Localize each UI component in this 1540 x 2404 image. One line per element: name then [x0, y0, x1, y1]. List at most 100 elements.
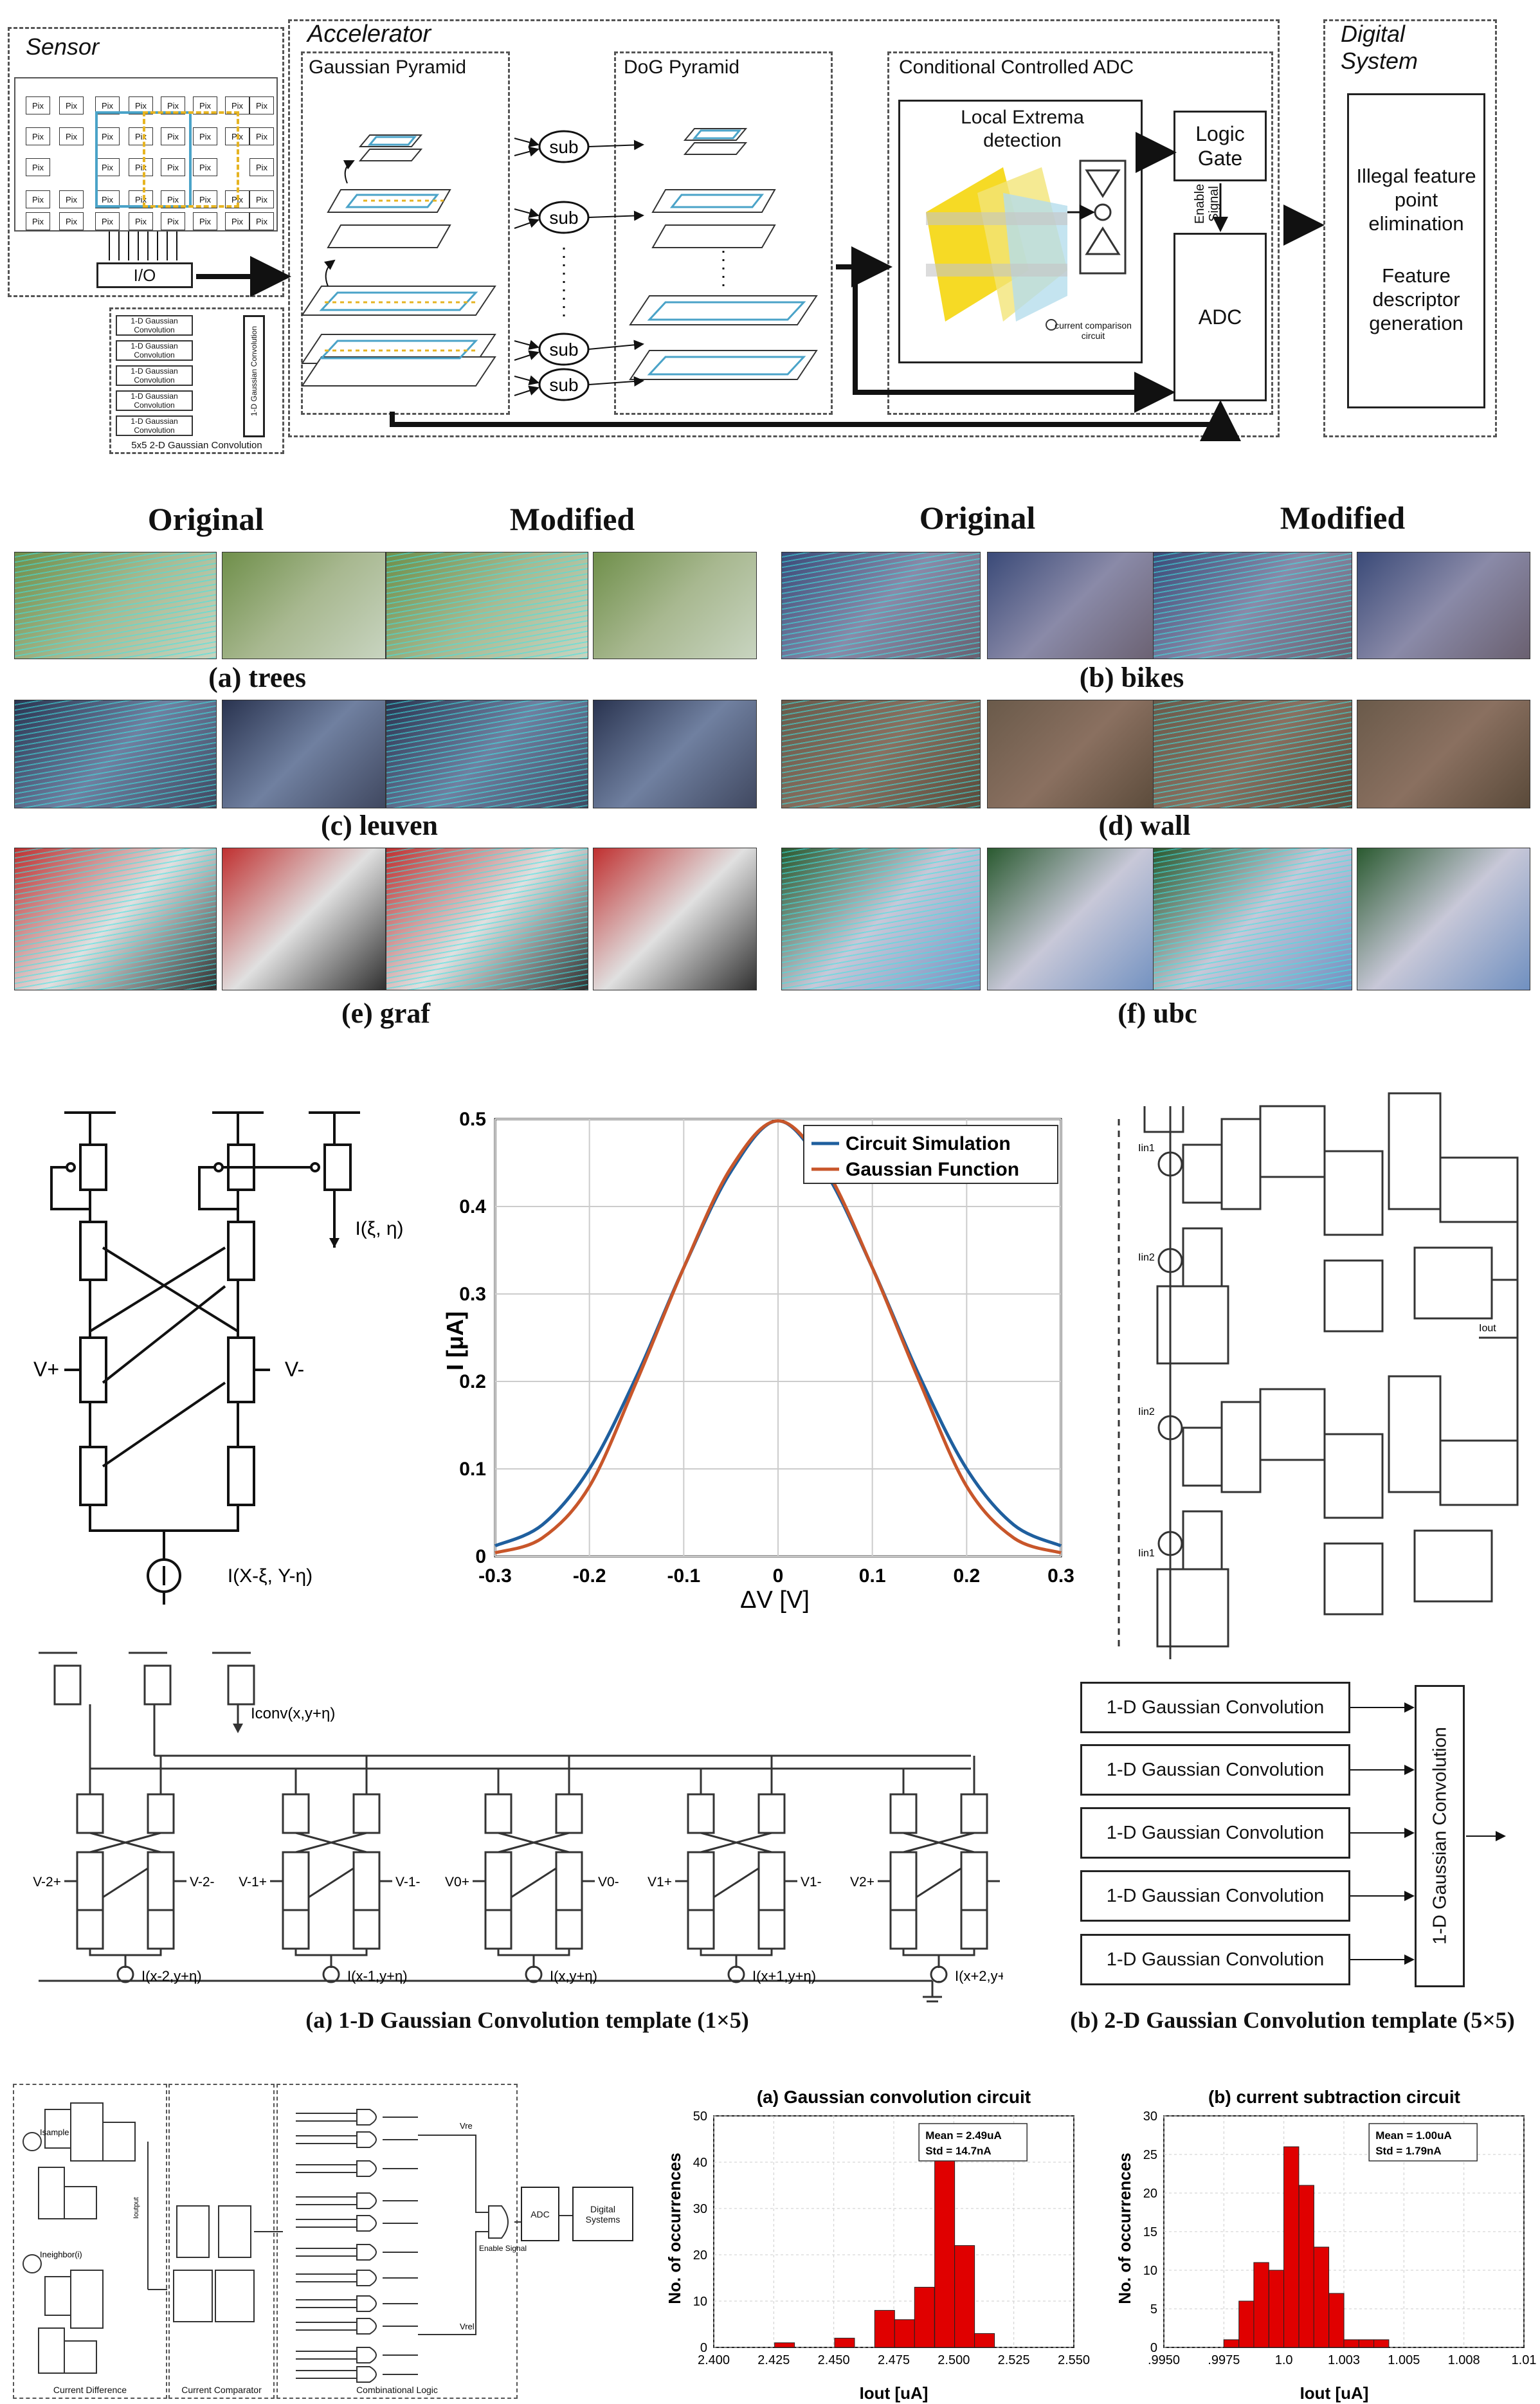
dataset-photo	[14, 552, 217, 659]
sensor-box	[8, 27, 284, 297]
template-2d-item-1: 1-D Gaussian Convolution	[1080, 1682, 1350, 1733]
sub-label-4: sub	[549, 375, 578, 395]
conv-2d-box	[109, 307, 284, 454]
hist-xtick: .9950	[1148, 2353, 1180, 2367]
hist-bar	[1223, 2339, 1240, 2348]
pix-cell: Pix	[26, 212, 50, 230]
hist-ytick: 50	[693, 2109, 707, 2124]
line-chart-xtick: -0.1	[667, 1565, 700, 1587]
line-chart-xtick: 0.1	[859, 1565, 886, 1587]
conv-cell	[270, 1756, 392, 1983]
hist-bar	[1283, 2146, 1300, 2348]
conv-v-label: V-1+	[239, 1875, 267, 1890]
match-lines-overlay	[386, 848, 588, 990]
pix-cell: Pix	[193, 212, 217, 230]
template-2d-item-4: 1-D Gaussian Convolution	[1080, 1870, 1350, 1922]
and-gate-icon	[356, 2295, 377, 2312]
pix-cell: Pix	[59, 96, 84, 114]
match-lines-overlay	[15, 700, 216, 808]
match-lines-overlay	[1154, 700, 1352, 808]
current-difference-label: Current Difference	[53, 2385, 127, 2395]
hist-bar	[774, 2342, 795, 2348]
histogram-gaussian-conv: (a) Gaussian convolution circuit No. of …	[665, 2087, 1090, 2403]
logic-gate-label: Logic Gate	[1195, 122, 1245, 170]
caption-bikes: (b) bikes	[1079, 662, 1184, 693]
hist-a-ylabel: No. of occurrences	[665, 2153, 684, 2304]
conv-cell	[64, 1756, 186, 1983]
gaussian-pyramid-label: Gaussian Pyramid	[309, 57, 467, 78]
hist-bar	[1298, 2185, 1314, 2348]
conv-i-label: I(x-2,y+η)	[141, 1968, 202, 1984]
line-chart-xtick: -0.2	[573, 1565, 606, 1587]
circuit2-iin1-top: Iin1	[1138, 1143, 1155, 1154]
dataset-photo	[1153, 700, 1352, 808]
hist-ytick: 25	[1143, 2148, 1157, 2162]
dataset-photo	[987, 700, 1161, 808]
hist-annotation-box	[1368, 2123, 1478, 2162]
hist-b-title: (b) current subtraction circuit	[1208, 2087, 1460, 2107]
template-2d-item-2: 1-D Gaussian Convolution	[1080, 1744, 1350, 1796]
bottom-isample: Isample	[40, 2127, 69, 2137]
hist-xtick: 2.525	[998, 2353, 1030, 2367]
and-gate-icon	[356, 2131, 377, 2148]
dataset-photo	[386, 552, 588, 659]
conv-v-label: V1+	[648, 1875, 672, 1890]
hist-b-xlabel: Iout [uA]	[1300, 2383, 1369, 2403]
hist-xtick: 1.003	[1328, 2353, 1360, 2367]
pix-cell: Pix	[249, 127, 274, 145]
hist-ytick: 30	[693, 2202, 707, 2216]
hist-bar	[1343, 2339, 1359, 2348]
hist-xtick: .9975	[1208, 2353, 1240, 2367]
caption-wall: (d) wall	[1098, 810, 1191, 841]
hist-ytick: 40	[693, 2156, 707, 2170]
conv-cell	[878, 1756, 1000, 1983]
bottom-ioutput: Ioutput	[132, 2197, 140, 2219]
conv-i-label: I(x+1,y+η)	[752, 1968, 816, 1984]
match-lines-overlay	[386, 552, 588, 659]
pix-cell: Pix	[129, 212, 153, 230]
dog-pyramid-label: DoG Pyramid	[624, 57, 740, 78]
circuit1-out-label: I(ξ, η)	[355, 1218, 403, 1239]
pix-cell: Pix	[26, 96, 50, 114]
conv-cell	[473, 1756, 595, 1983]
hist-annotation: Std = 14.7nA	[925, 2145, 992, 2157]
dataset-photo	[593, 848, 757, 990]
gaussian-circuit-schematic: I(ξ, η) V+ V- I(X-ξ, Y-η)	[33, 1111, 404, 1605]
hist-bar	[1358, 2339, 1375, 2348]
hist-xtick: 1.008	[1448, 2353, 1480, 2367]
bottom-vref-minus: Vrel	[460, 2322, 475, 2331]
conv-template-schematic: Iconv(x,y+η) V-2+ V-2- I(x-2,y+η) V-1+ V-1- I…	[33, 1652, 1003, 2003]
conv-iconv-label: Iconv(x,y+η)	[251, 1705, 335, 1722]
hist-bar	[1238, 2300, 1255, 2348]
circuit2-iin2-bottom: Iin2	[1138, 1407, 1155, 1417]
hist-xtick: 1.005	[1388, 2353, 1420, 2367]
hist-xtick: 2.500	[938, 2353, 970, 2367]
hist-ytick: 5	[1150, 2302, 1157, 2317]
line-chart-xtick: -0.3	[478, 1565, 512, 1587]
bottom-adc-box: ADC	[521, 2187, 559, 2241]
current-difference-box	[13, 2084, 167, 2399]
hist-ytick: 20	[693, 2248, 707, 2263]
line-chart-xtick: 0.2	[953, 1565, 980, 1587]
pix-cell: Pix	[95, 127, 120, 145]
pix-cell: Pix	[59, 212, 84, 230]
template-2d-item-label: 1-D Gaussian Convolution	[1106, 1949, 1325, 1970]
conv-1d-small-box: 1-D Gaussian Convolution	[116, 315, 193, 336]
pix-cell: Pix	[249, 96, 274, 114]
line-chart-ytick: 0.4	[459, 1196, 486, 1217]
template-2d-caption-b: (b) 2-D Gaussian Convolution template (5…	[1070, 2007, 1515, 2033]
hist-a-title: (a) Gaussian convolution circuit	[757, 2087, 1031, 2107]
digital-inner-box	[1347, 93, 1485, 408]
conv-v-label: V-2+	[33, 1875, 61, 1890]
dataset-photo	[1357, 552, 1530, 659]
hist-xtick: 2.450	[818, 2353, 850, 2367]
hist-annotation: Mean = 1.00uA	[1375, 2129, 1452, 2142]
accelerator-label: Accelerator	[307, 21, 431, 48]
combinational-logic-box	[276, 2084, 518, 2399]
hist-xtick: 1.01	[1512, 2353, 1537, 2367]
pix-cell: Pix	[249, 212, 274, 230]
pix-cell: Pix	[249, 158, 274, 176]
template-2d-item-label: 1-D Gaussian Convolution	[1106, 1697, 1325, 1718]
dataset-photo	[987, 848, 1161, 990]
hist-bar	[974, 2333, 995, 2348]
